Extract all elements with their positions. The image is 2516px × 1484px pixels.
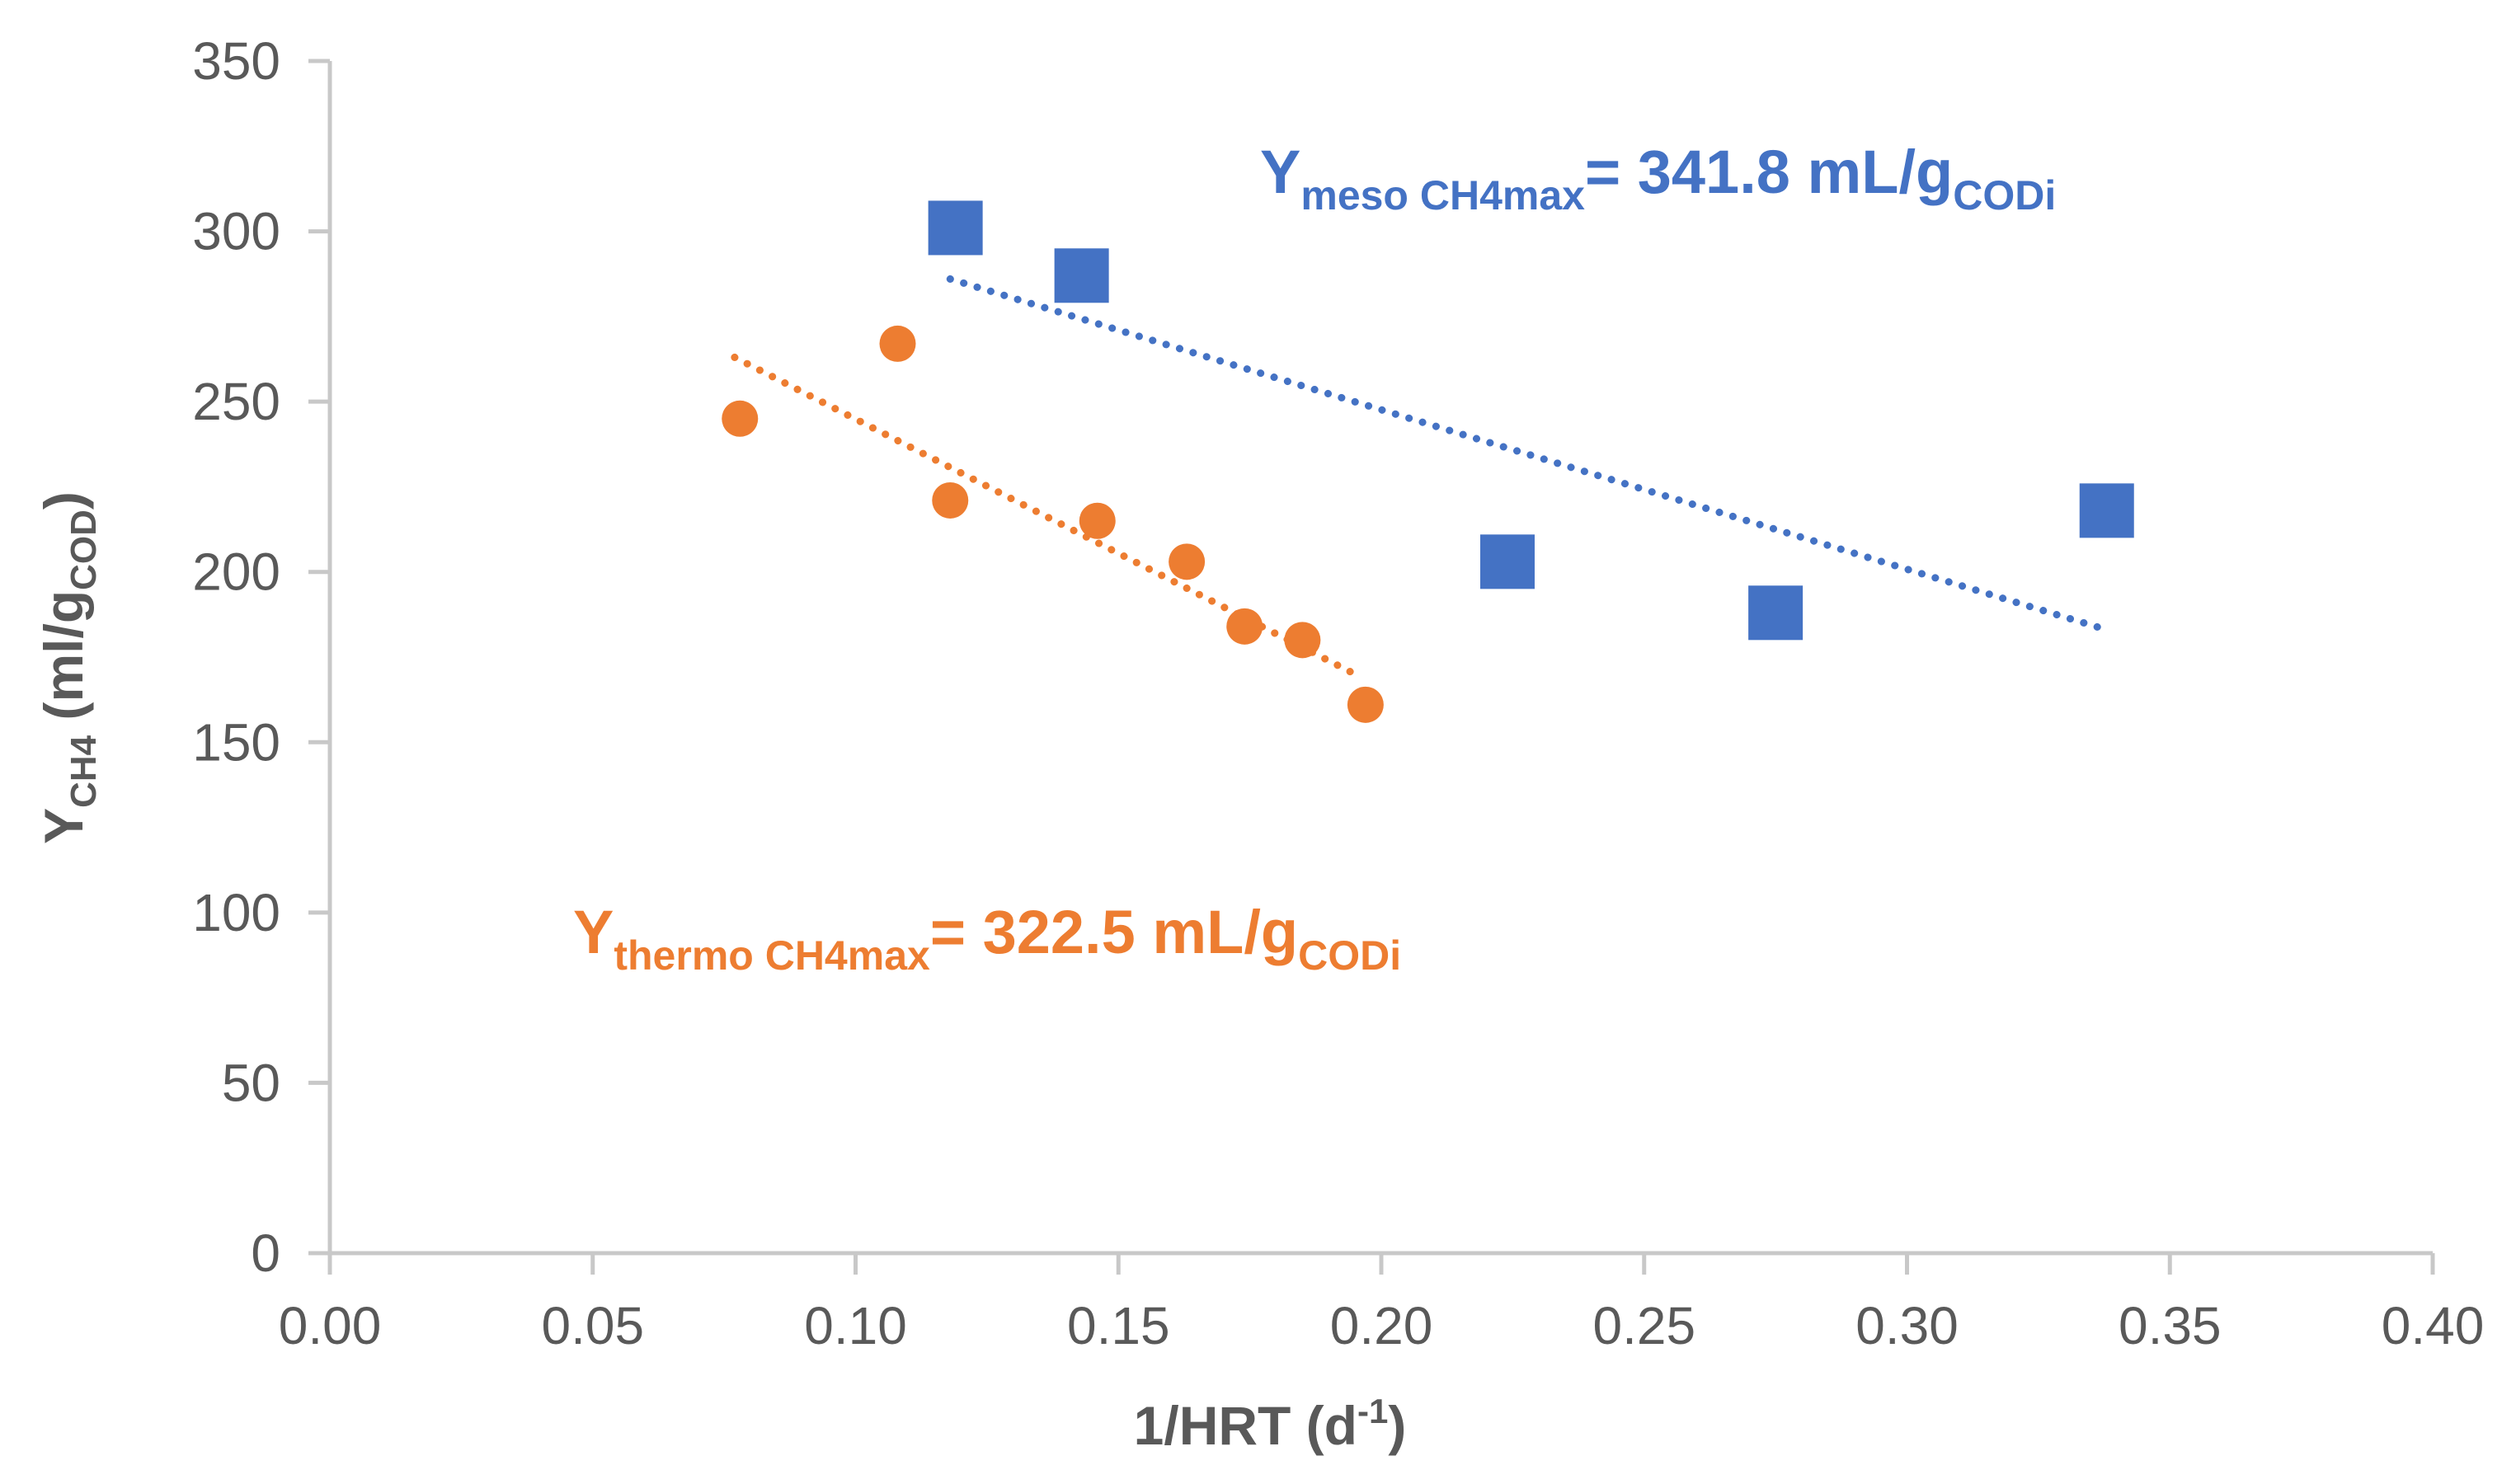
thermo-point (1284, 622, 1321, 659)
x-tick-label: 0.00 (279, 1296, 382, 1355)
thermo-point (1169, 543, 1206, 580)
y-tick-label: 100 (192, 883, 280, 942)
x-tick-label: 0.10 (804, 1296, 907, 1355)
thermo-annotation: Ythermo CH4max= 322.5 mL/gCODi (573, 898, 1401, 979)
thermo-point (932, 481, 969, 519)
y-tick-label: 350 (192, 31, 280, 91)
x-tick-label: 0.20 (1330, 1296, 1433, 1355)
y-tick-label: 250 (192, 372, 280, 431)
y-tick-label: 200 (192, 542, 280, 602)
thermo-point (1347, 686, 1384, 723)
meso-point (1054, 248, 1109, 303)
x-tick-label: 0.25 (1592, 1296, 1695, 1355)
meso-point (1748, 585, 1804, 641)
meso-annotation: Ymeso CH4max= 341.8 mL/gCODi (1260, 138, 2056, 218)
thermo-point (1079, 502, 1116, 539)
meso-point (1480, 534, 1535, 589)
meso-point (928, 200, 983, 256)
y-tick-label: 0 (251, 1223, 280, 1283)
y-tick-label: 50 (222, 1053, 280, 1112)
x-tick-label: 0.15 (1067, 1296, 1170, 1355)
x-tick-label: 0.05 (541, 1296, 644, 1355)
thermo-point (1226, 608, 1263, 645)
thermo-point (722, 400, 759, 437)
y-axis-title: YCH4 (ml/gCOD) (33, 491, 104, 844)
thermo-point (879, 325, 916, 362)
y-tick-label: 300 (192, 202, 280, 261)
x-axis-title: 1/HRT (d-1) (1134, 1392, 1407, 1456)
x-tick-label: 0.35 (2119, 1296, 2222, 1355)
meso-trendline (946, 275, 2111, 634)
y-tick-label: 150 (192, 712, 280, 772)
x-tick-label: 0.40 (2382, 1296, 2485, 1355)
meso-point (2079, 483, 2134, 538)
x-tick-label: 0.30 (1855, 1296, 1959, 1355)
